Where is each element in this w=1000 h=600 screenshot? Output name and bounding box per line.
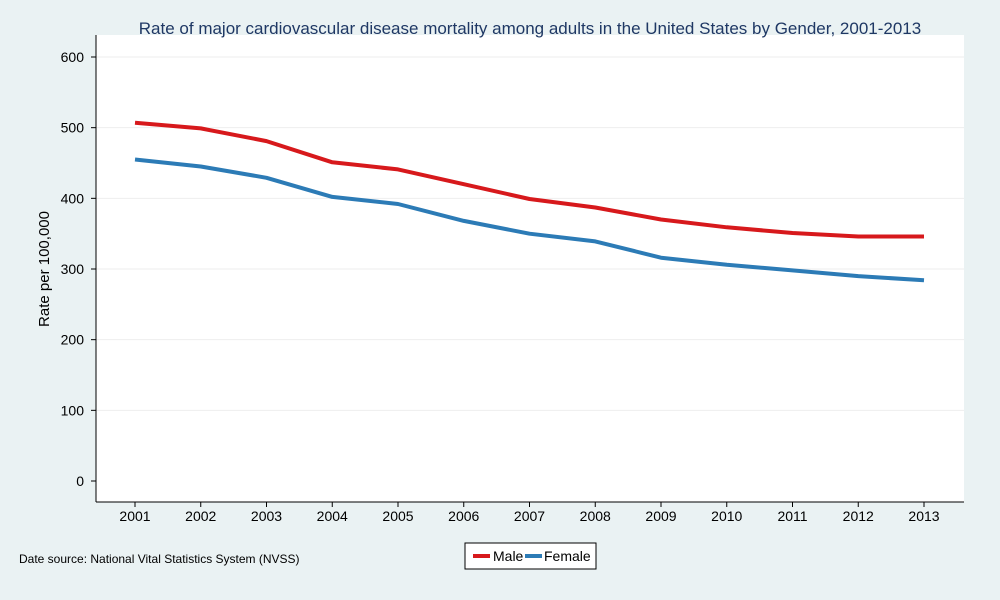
x-ticks: 2001 2002 2003 2004 2005 2006 2007 2008 2009 2010…	[119, 502, 940, 524]
y-tick-label: 300	[61, 261, 85, 277]
series-lines	[134, 120, 925, 283]
y-tick-label: 500	[61, 120, 85, 136]
y-tick-label: 0	[76, 473, 84, 489]
source-note: Date source: National Vital Statistics S…	[19, 552, 300, 566]
x-tick-label: 2005	[382, 508, 413, 524]
x-tick-label: 2007	[514, 508, 545, 524]
chart-title: Rate of major cardiovascular disease mor…	[139, 19, 921, 38]
y-axis-label: Rate per 100,000	[36, 211, 53, 327]
x-tick-label: 2006	[448, 508, 479, 524]
y-tick-label: 600	[61, 49, 85, 65]
legend-label-male: Male	[493, 548, 524, 564]
y-tick-label: 200	[61, 332, 85, 348]
series-line-male	[134, 120, 924, 239]
y-tick-label: 400	[61, 190, 85, 206]
x-tick-label: 2001	[119, 508, 150, 524]
x-tick-label: 2010	[711, 508, 742, 524]
x-tick-label: 2011	[777, 508, 807, 524]
x-tick-label: 2004	[317, 508, 348, 524]
series-line-female	[134, 157, 925, 283]
legend-label-female: Female	[544, 548, 591, 564]
x-tick-label: 2003	[251, 508, 282, 524]
x-tick-label: 2013	[908, 508, 939, 524]
x-tick-label: 2012	[843, 508, 874, 524]
y-tick-label: 100	[61, 402, 85, 418]
y-ticks: 0 100 200 300 400 500 600	[61, 49, 96, 489]
x-tick-label: 2009	[645, 508, 676, 524]
x-tick-label: 2002	[185, 508, 216, 524]
legend: Male Female	[464, 542, 597, 570]
x-tick-label: 2008	[580, 508, 611, 524]
